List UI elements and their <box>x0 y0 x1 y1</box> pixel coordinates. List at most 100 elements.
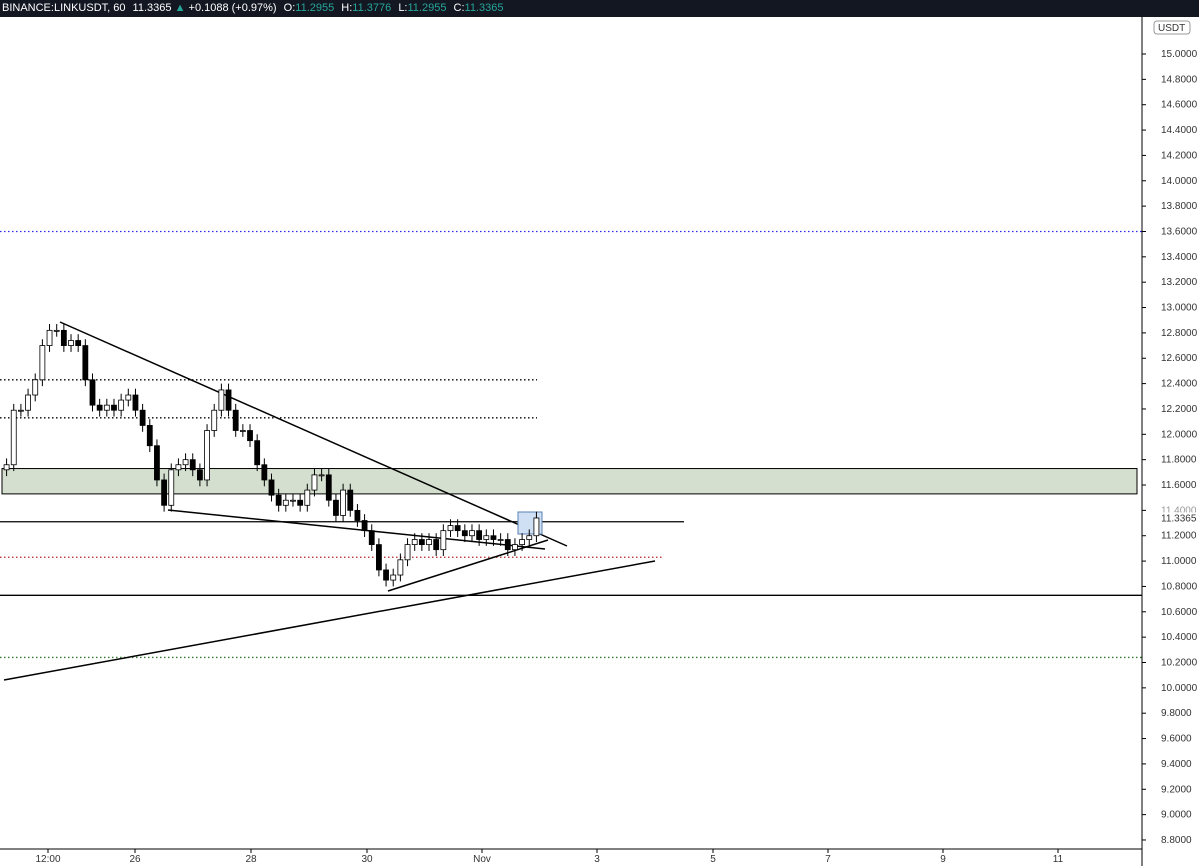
time-axis[interactable]: 12:00 26 28 30 Nov 3 5 7 9 11 <box>35 849 1064 865</box>
candle <box>111 404 117 411</box>
candle <box>311 474 318 491</box>
candle <box>333 499 339 516</box>
y-tick-label: 11.4000 <box>1161 505 1197 516</box>
y-tick-label: 14.0000 <box>1161 176 1198 187</box>
candle <box>504 539 511 551</box>
candle <box>89 379 96 406</box>
candles-layer <box>3 324 540 587</box>
y-tick-label: 9.4000 <box>1161 759 1192 770</box>
last-price: 11.3365 <box>132 2 172 14</box>
up-arrow-icon: ▲ <box>174 2 186 14</box>
y-tick-label: 11.0000 <box>1161 556 1197 567</box>
candle <box>161 479 168 506</box>
close-value: 11.3365 <box>464 2 504 14</box>
trend-line <box>59 321 568 547</box>
candle <box>168 469 175 506</box>
trend-line <box>167 509 546 550</box>
candle <box>447 525 454 532</box>
y-tick-label: 9.0000 <box>1161 810 1192 821</box>
y-tick-label: 14.4000 <box>1161 125 1198 136</box>
y-tick-label: 14.8000 <box>1161 74 1198 85</box>
y-tick-label: 10.6000 <box>1161 607 1198 618</box>
candle <box>103 404 110 411</box>
price-change: +0.1088 (+0.97%) <box>188 2 277 14</box>
candle <box>411 539 418 545</box>
candle <box>461 530 468 537</box>
candle <box>225 389 232 411</box>
x-tick-label: 7 <box>825 854 831 865</box>
candle <box>354 509 361 521</box>
y-tick-label: 10.8000 <box>1161 581 1198 592</box>
low-label: L: <box>398 2 408 14</box>
candle <box>96 404 103 411</box>
candle <box>318 474 325 477</box>
candle <box>261 464 268 481</box>
candle <box>17 409 24 412</box>
y-tick-label: 10.2000 <box>1161 657 1198 668</box>
candle <box>347 489 354 511</box>
y-tick-label: 9.2000 <box>1161 784 1192 795</box>
candle <box>340 489 347 516</box>
candle <box>290 499 296 502</box>
candle <box>154 445 160 481</box>
x-tick-label: Nov <box>473 854 491 865</box>
high-value: 11.3776 <box>352 2 392 14</box>
y-tick-label: 11.2000 <box>1161 531 1197 542</box>
candle <box>189 459 196 471</box>
y-tick-label: 9.6000 <box>1161 734 1192 745</box>
candle <box>325 474 332 501</box>
price-axis[interactable]: 15.0000 14.8000 14.6000 14.4000 14.2000 14.00… <box>0 17 1199 866</box>
candle <box>75 340 82 346</box>
candle <box>204 430 210 481</box>
candle <box>440 530 447 551</box>
y-tick-label: 10.0000 <box>1161 683 1198 694</box>
candle <box>497 539 504 541</box>
candle <box>182 459 189 466</box>
candle <box>519 539 525 545</box>
candle <box>46 329 53 346</box>
candle <box>39 345 46 381</box>
y-tick-label: 14.6000 <box>1161 100 1198 111</box>
open-label: O: <box>283 2 296 14</box>
x-tick-label: 30 <box>361 854 373 865</box>
x-tick-label: 28 <box>245 854 257 865</box>
current-price-tag <box>1143 512 1199 525</box>
y-tick-label: 11.6000 <box>1161 480 1197 491</box>
candle <box>433 539 440 551</box>
candle <box>304 489 311 506</box>
y-tick-label: 13.6000 <box>1161 226 1198 237</box>
y-tick-label: 11.8000 <box>1161 455 1197 466</box>
candle <box>282 499 289 506</box>
y-tick-label: 12.2000 <box>1161 404 1198 415</box>
y-tick-label: 14.2000 <box>1161 150 1198 161</box>
x-tick-label: 3 <box>594 854 600 865</box>
candle <box>526 535 533 540</box>
candle <box>490 535 497 540</box>
candle <box>175 464 182 471</box>
candle <box>533 517 540 537</box>
candle <box>25 394 31 411</box>
candle <box>132 394 139 411</box>
candle <box>82 345 89 381</box>
candle <box>60 329 67 346</box>
candle <box>3 464 10 471</box>
candle <box>68 340 74 346</box>
candle <box>196 469 203 481</box>
price-chart[interactable]: 15.0000 14.8000 14.6000 14.4000 14.2000 14.00… <box>0 17 1199 866</box>
candle <box>426 539 432 545</box>
x-tick-label: 11 <box>1053 854 1064 865</box>
trend-line <box>3 560 656 681</box>
candle <box>418 539 425 545</box>
candle <box>454 525 461 532</box>
drawings-layer <box>0 230 1142 681</box>
low-value: 11.2955 <box>407 2 447 14</box>
candle <box>32 379 39 396</box>
close-label: C: <box>453 2 465 14</box>
candle <box>10 409 17 466</box>
candle <box>397 559 404 576</box>
open-value: 11.2955 <box>295 2 335 14</box>
candle <box>218 389 225 411</box>
candle <box>247 430 253 442</box>
y-tick-label: 12.4000 <box>1161 379 1198 390</box>
candle <box>146 425 153 447</box>
